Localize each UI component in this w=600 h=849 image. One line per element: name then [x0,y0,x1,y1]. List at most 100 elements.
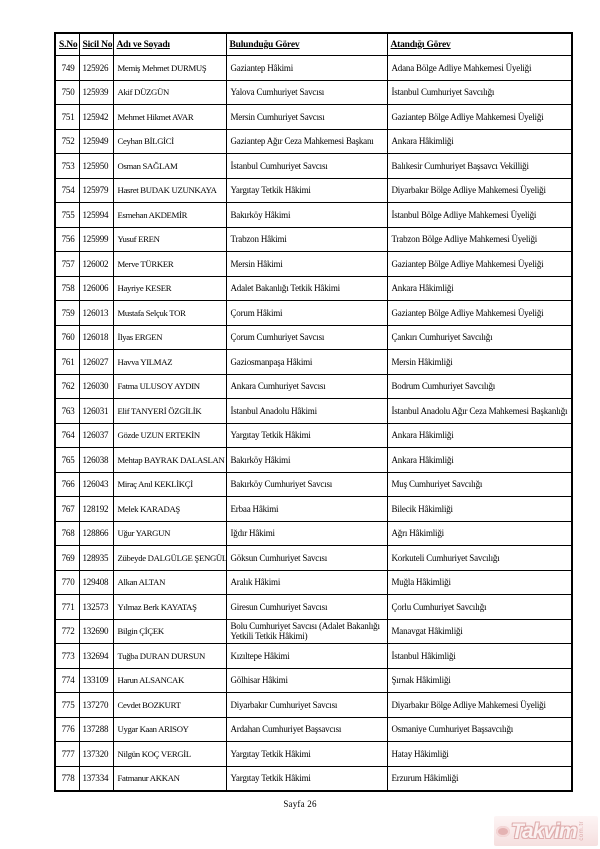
cell-name: Hasret BUDAK UZUNKAYA [112,177,227,203]
cell-sicil: 125939 [78,79,114,105]
cell-name: Ceyhan BİLGİCİ [112,128,227,154]
watermark-suffix-text: com.tr [578,821,585,841]
cell-appointed: Gaziantep Bölge Adliye Mahkemesi Üyeliği [386,104,573,130]
cell-current: Trabzon Hâkimi [225,226,388,252]
cell-sno: 756 [54,226,80,252]
cell-current: Iğdır Hâkimi [225,520,388,546]
cell-appointed: Ankara Hâkimliği [386,128,573,154]
cell-name: Yusuf EREN [112,226,227,252]
cell-current: Çorum Cumhuriyet Savcısı [225,324,388,350]
table-row: 764 126037 Gözde UZUN ERTEKİN Yargıtay Tetk… [54,422,573,448]
cell-appointed: Ankara Hâkimliği [386,422,573,448]
header-sno: S.No [54,32,80,56]
cell-sno: 755 [54,202,80,228]
cell-current: İstanbul Cumhuriyet Savcısı [225,153,388,179]
table-row: 774 133109 Harun ALSANCAK Gölhisar Hâkimi Şı… [54,667,573,693]
table-row: 752 125949 Ceyhan BİLGİCİ Gaziantep Ağır Ce… [54,128,573,154]
cell-sicil: 128192 [78,496,114,522]
table-row: 772 132690 Bilgin ÇİÇEK Bolu Cumhuriyet Sav… [54,618,573,644]
cell-sicil: 126043 [78,471,114,497]
table-row: 756 125999 Yusuf EREN Trabzon Hâkimi Trabzon… [54,226,573,252]
cell-sicil: 125942 [78,104,114,130]
cell-appointed: Ağrı Hâkimliği [386,520,573,546]
table-row: 771 132573 Yılmaz Berk KAYATAŞ Giresun Cumh… [54,594,573,620]
cell-appointed: Osmaniye Cumhuriyet Başsavcılığı [386,716,573,742]
cell-sno: 762 [54,373,80,399]
cell-appointed: Şırnak Hâkimliği [386,667,573,693]
cell-appointed: Ankara Hâkimliği [386,447,573,473]
cell-sno: 777 [54,741,80,767]
cell-current: Adalet Bakanlığı Tetkik Hâkimi [225,275,388,301]
cell-appointed: İstanbul Anadolu Ağır Ceza Mahkemesi Baş… [386,398,573,424]
cell-sno: 764 [54,422,80,448]
cell-sicil: 126037 [78,422,114,448]
header-name: Adı ve Soyadı [112,32,227,56]
cell-sicil: 125949 [78,128,114,154]
cell-name: Bilgin ÇİÇEK [112,618,227,644]
cell-sno: 778 [54,765,80,792]
cell-current: İstanbul Anadolu Hâkimi [225,398,388,424]
cell-sicil: 126013 [78,300,114,326]
cell-sno: 765 [54,447,80,473]
cell-appointed: Hatay Hâkimliği [386,741,573,767]
cell-current: Gölhisar Hâkimi [225,667,388,693]
cell-sno: 754 [54,177,80,203]
cell-name: Elif TANYERİ ÖZGİLİK [112,398,227,424]
table-row: 766 126043 Miraç Anıl KEKLİKÇİ Bakırköy Cum… [54,471,573,497]
cell-current: Gaziosmanpaşa Hâkimi [225,349,388,375]
cell-appointed: Ankara Hâkimliği [386,275,573,301]
cell-name: Memiş Mehmet DURMUŞ [112,55,227,81]
cell-appointed: Çankırı Cumhuriyet Savcılığı [386,324,573,350]
cell-sicil: 129408 [78,569,114,595]
cell-name: Melek KARADAŞ [112,496,227,522]
cell-name: Mustafa Selçuk TOR [112,300,227,326]
table-body: 749 125926 Memiş Mehmet DURMUŞ Gaziantep Hâ… [54,55,573,792]
table-row: 769 128935 Zübeyde DALGÜLGE ŞENGÜL Göksun C… [54,545,573,571]
table-row: 767 128192 Melek KARADAŞ Erbaa Hâkimi Bileci… [54,496,573,522]
cell-name: Fatma ULUSOY AYDIN [112,373,227,399]
cell-appointed: Manavgat Hâkimliği [386,618,573,644]
cell-sicil: 126030 [78,373,114,399]
cell-sicil: 137334 [78,765,114,792]
cell-appointed: Bodrum Cumhuriyet Savcılığı [386,373,573,399]
takvim-logo-icon [496,825,510,837]
cell-appointed: Adana Bölge Adliye Mahkemesi Üyeliği [386,55,573,81]
table-row: 760 126018 İlyas ERGEN Çorum Cumhuriyet Sav… [54,324,573,350]
cell-appointed: Diyarbakır Bölge Adliye Mahkemesi Üyeliğ… [386,692,573,718]
cell-sno: 763 [54,398,80,424]
cell-sno: 750 [54,79,80,105]
cell-sicil: 128935 [78,545,114,571]
cell-name: Alkan ALTAN [112,569,227,595]
cell-name: Uygar Kaan ARISOY [112,716,227,742]
header-current-duty: Bulunduğu Görev [225,32,388,56]
cell-appointed: Mersin Hâkimliği [386,349,573,375]
cell-appointed: İstanbul Cumhuriyet Savcılığı [386,79,573,105]
cell-sicil: 137270 [78,692,114,718]
table-row: 753 125950 Osman SAĞLAM İstanbul Cumhuriyet… [54,153,573,179]
appointments-table: S.No Sicil No Adı ve Soyadı Bulunduğu Gö… [54,32,573,792]
cell-appointed: İstanbul Hâkimliği [386,643,573,669]
cell-name: Fatmanur AKKAN [112,765,227,792]
page-number: Sayfa 26 [283,799,317,809]
cell-sicil: 137320 [78,741,114,767]
cell-sno: 760 [54,324,80,350]
cell-sno: 768 [54,520,80,546]
cell-name: Miraç Anıl KEKLİKÇİ [112,471,227,497]
table-row: 759 126013 Mustafa Selçuk TOR Çorum Hâkimi G… [54,300,573,326]
cell-sicil: 132690 [78,618,114,644]
cell-name: Cevdet BOZKURT [112,692,227,718]
cell-sicil: 125950 [78,153,114,179]
cell-name: Merve TÜRKER [112,251,227,277]
table-header-row: S.No Sicil No Adı ve Soyadı Bulunduğu Gö… [54,32,573,56]
cell-name: Mehtap BAYRAK DALASLAN [112,447,227,473]
header-appointed-duty: Atandığı Görev [386,32,573,56]
table-row: 761 126027 Havva YILMAZ Gaziosmanpaşa Hâkim… [54,349,573,375]
table-row: 777 137320 Nilgün KOÇ VERGİL Yargıtay Tetki… [54,741,573,767]
table-row: 757 126002 Merve TÜRKER Mersin Hâkimi Gazian… [54,251,573,277]
cell-current: Yargıtay Tetkik Hâkimi [225,741,388,767]
cell-current: Bakırköy Cumhuriyet Savcısı [225,471,388,497]
cell-current: Yalova Cumhuriyet Savcısı [225,79,388,105]
cell-name: Uğur YARGUN [112,520,227,546]
cell-current: Bakırköy Hâkimi [225,202,388,228]
